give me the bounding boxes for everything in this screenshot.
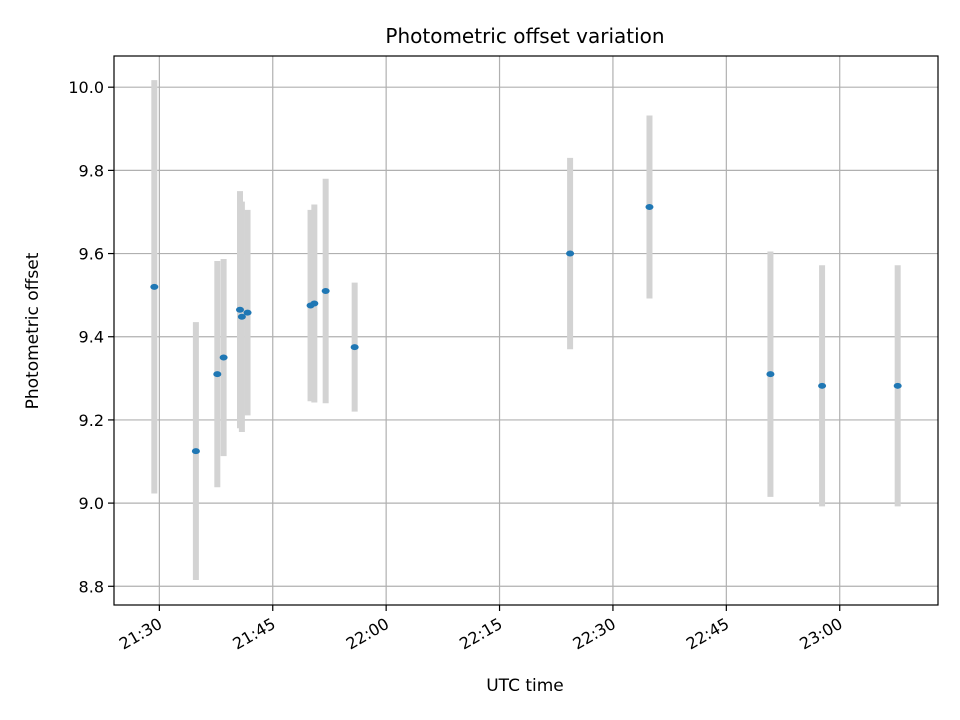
y-tick-label: 9.8 (79, 161, 104, 180)
y-axis-ticks: 8.8 9.0 9.2 9.4 9.6 9.8 10.0 (68, 78, 114, 596)
y-tick-label: 8.8 (79, 577, 104, 596)
data-point (237, 313, 246, 320)
y-tick-label: 10.0 (68, 78, 104, 97)
data-point (321, 287, 330, 294)
chart-title: Photometric offset variation (385, 24, 664, 48)
data-point (818, 382, 827, 389)
grid (114, 56, 938, 605)
plot-frame (113, 55, 939, 606)
y-axis-label: Photometric offset (23, 252, 43, 409)
data-point (235, 306, 244, 313)
data-point (191, 448, 200, 455)
data-point (219, 354, 228, 361)
data-points (150, 203, 902, 455)
y-tick-label: 9.4 (79, 328, 104, 347)
data-point (566, 250, 575, 257)
data-point (350, 344, 359, 351)
y-tick-label: 9.2 (79, 411, 104, 430)
data-point (766, 371, 775, 378)
y-tick-label: 9.0 (79, 494, 104, 513)
y-tick-label: 9.6 (79, 245, 104, 264)
data-point (243, 309, 252, 316)
data-point (213, 371, 222, 378)
data-point (310, 300, 319, 307)
x-axis-label: UTC time (486, 676, 564, 696)
data-point (645, 203, 654, 210)
data-point (150, 283, 159, 290)
data-point (893, 382, 902, 389)
